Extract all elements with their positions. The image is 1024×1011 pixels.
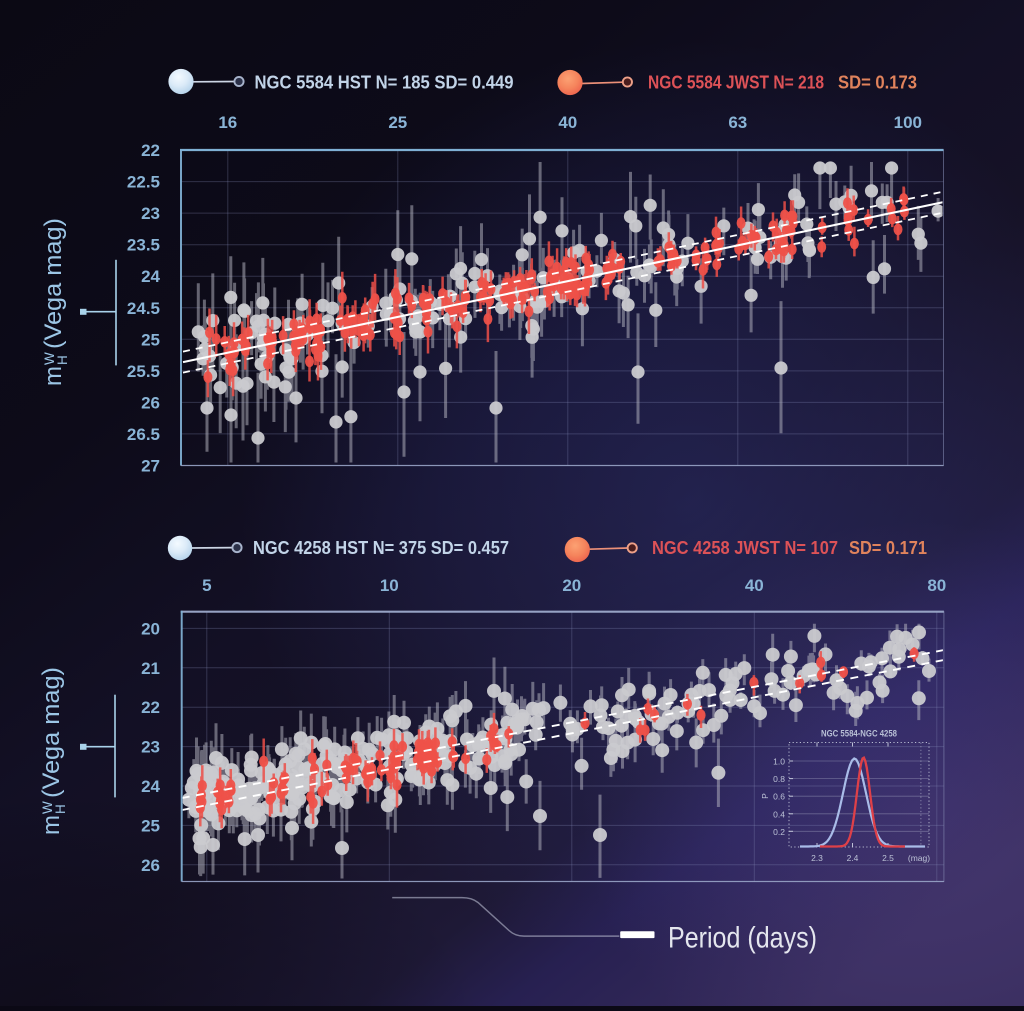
svg-text:25: 25: [388, 113, 407, 132]
svg-text:m: m: [40, 366, 67, 386]
svg-text:26: 26: [141, 393, 160, 412]
svg-text:20: 20: [141, 619, 160, 638]
svg-text:(Vega mag): (Vega mag): [40, 218, 67, 349]
svg-text:21: 21: [141, 659, 160, 678]
svg-text:23.5: 23.5: [127, 236, 160, 255]
svg-text:23: 23: [141, 738, 160, 757]
svg-text:m: m: [38, 815, 65, 835]
svg-text:22.5: 22.5: [127, 173, 160, 192]
svg-text:27: 27: [141, 457, 160, 476]
svg-text:(mag): (mag): [908, 853, 930, 863]
svg-text:H: H: [53, 804, 68, 814]
svg-text:0.6: 0.6: [773, 792, 785, 802]
svg-text:2.4: 2.4: [847, 853, 859, 863]
svg-text:SD= 0.173: SD= 0.173: [838, 73, 917, 93]
svg-text:26.5: 26.5: [127, 425, 160, 444]
svg-text:NGC 4258 JWST N= 107: NGC 4258 JWST N= 107: [652, 538, 838, 558]
svg-text:H: H: [55, 355, 70, 365]
svg-text:40: 40: [558, 113, 577, 132]
svg-text:5: 5: [202, 576, 211, 595]
svg-text:80: 80: [927, 576, 946, 595]
svg-text:P: P: [760, 793, 770, 799]
svg-text:23: 23: [141, 204, 160, 223]
svg-text:(Vega mag): (Vega mag): [38, 667, 65, 798]
svg-text:NGC 5584 HST N= 185 SD= 0.449: NGC 5584 HST N= 185 SD= 0.449: [255, 73, 514, 93]
svg-text:2.3: 2.3: [811, 853, 823, 863]
svg-text:100: 100: [894, 113, 922, 132]
svg-text:NGC 4258 HST N= 375 SD= 0.457: NGC 4258 HST N= 375 SD= 0.457: [253, 538, 509, 558]
svg-text:NGC 5584 JWST N= 218: NGC 5584 JWST N= 218: [648, 73, 824, 93]
svg-text:16: 16: [218, 113, 237, 132]
svg-text:24: 24: [141, 267, 160, 286]
svg-text:0.8: 0.8: [773, 774, 785, 784]
svg-text:26: 26: [141, 856, 160, 875]
svg-text:22: 22: [141, 698, 160, 717]
svg-text:63: 63: [728, 113, 747, 132]
svg-text:20: 20: [562, 576, 581, 595]
svg-text:NGC 5584-NGC 4258: NGC 5584-NGC 4258: [821, 729, 897, 739]
svg-text:0.2: 0.2: [773, 827, 785, 837]
svg-text:2.5: 2.5: [882, 853, 894, 863]
svg-text:25: 25: [141, 330, 160, 349]
svg-text:Period (days): Period (days): [668, 922, 817, 955]
svg-text:22: 22: [141, 141, 160, 160]
svg-text:10: 10: [380, 576, 399, 595]
svg-text:24: 24: [141, 777, 160, 796]
svg-text:25.5: 25.5: [127, 362, 160, 381]
svg-text:24.5: 24.5: [127, 299, 160, 318]
svg-text:0.4: 0.4: [773, 809, 785, 819]
svg-text:40: 40: [745, 576, 764, 595]
svg-text:SD= 0.171: SD= 0.171: [849, 538, 927, 558]
svg-text:25: 25: [141, 816, 160, 835]
svg-text:1.0: 1.0: [773, 757, 785, 767]
